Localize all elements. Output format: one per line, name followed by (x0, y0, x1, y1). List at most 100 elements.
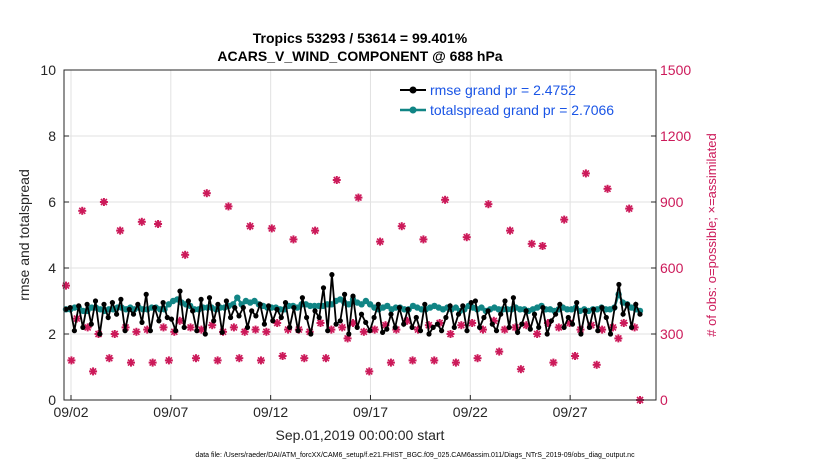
right-y-axis-label: # of obs: o=possible; ×=assimilated (704, 133, 719, 336)
rmse-point (190, 308, 196, 314)
left-tick-label: 2 (48, 326, 56, 342)
rmse-point (481, 314, 487, 321)
rmse-point (384, 326, 390, 332)
rmse-point (118, 296, 124, 302)
rmse-series (63, 272, 643, 337)
rmse-point (126, 306, 132, 312)
obs-count-marker (533, 330, 542, 338)
rmse-point (109, 300, 115, 306)
totalspread-point (345, 301, 352, 308)
obs-count-marker (527, 239, 536, 248)
rmse-point (363, 319, 369, 325)
rmse-point (228, 314, 234, 321)
obs-count-marker (549, 358, 558, 367)
rmse-point (299, 295, 305, 301)
rmse-point (164, 314, 170, 321)
rmse-point (337, 318, 343, 324)
obs-count-marker (365, 367, 374, 376)
right-tick-label: 600 (660, 260, 684, 276)
rmse-point (139, 319, 145, 325)
rmse-point (282, 300, 289, 306)
rmse-point (591, 306, 597, 312)
totalspread-point (384, 302, 391, 310)
right-y-ticks: 0 300 600 900 1200 1500 (651, 62, 691, 408)
rmse-point (177, 288, 183, 294)
rmse-point (515, 329, 521, 335)
x-ticks: 09/02 09/07 09/12 09/17 09/22 09/27 (53, 395, 588, 420)
rmse-point (455, 311, 462, 317)
rmse-point (595, 328, 601, 334)
legend: rmse grand pr = 2.4752 totalspread grand… (400, 82, 614, 118)
obs-count-marker (202, 189, 211, 198)
rmse-point (574, 300, 580, 306)
rmse-point (527, 326, 533, 332)
rmse-point (388, 311, 394, 317)
obs-count-marker (430, 356, 439, 365)
obs-count-marker (581, 169, 590, 178)
rmse-point (447, 303, 453, 309)
rmse-point (76, 303, 82, 309)
rmse-point (401, 321, 407, 327)
obs-count-marker (213, 356, 222, 365)
obs-count-marker (484, 200, 493, 209)
rmse-point (325, 328, 331, 334)
obs-count-marker (316, 319, 325, 327)
rmse-point (603, 314, 609, 321)
rmse-point (413, 314, 419, 321)
rmse-point (405, 306, 411, 312)
rmse-point (304, 314, 310, 321)
rmse-point (67, 305, 73, 311)
x-tick-label: 09/12 (253, 404, 288, 420)
rmse-point (320, 285, 327, 291)
x-tick-label: 09/02 (53, 404, 88, 420)
grid (64, 69, 656, 401)
left-tick-label: 0 (48, 392, 56, 408)
totalspread-point (234, 294, 241, 301)
rmse-point (147, 328, 153, 334)
rmse-point (468, 300, 474, 306)
rmse-point (523, 308, 529, 314)
left-tick-label: 6 (48, 194, 56, 210)
rmse-point (607, 331, 614, 337)
rmse-point (266, 303, 272, 309)
rmse-point (371, 314, 377, 321)
rmse-point (346, 331, 352, 337)
obs-count-marker (89, 367, 98, 376)
rmse-point (143, 291, 149, 297)
obs-count-marker (267, 224, 276, 233)
rmse-point (215, 301, 221, 307)
rmse-point (274, 306, 280, 312)
obs-count-marker (110, 330, 119, 338)
obs-count-marker (419, 235, 428, 244)
rmse-point (434, 321, 440, 327)
rmse-point (92, 298, 99, 304)
plot-frame (63, 69, 657, 401)
rmse-point (422, 301, 428, 307)
obs-count-marker (408, 356, 417, 365)
obs-count-marker (229, 323, 238, 332)
right-tick-label: 300 (660, 326, 684, 342)
rmse-point (135, 301, 141, 307)
right-tick-label: 0 (660, 392, 668, 408)
rmse-point (354, 324, 360, 330)
rmse-point (498, 311, 504, 317)
rmse-point (358, 311, 365, 317)
x-tick-label: 09/27 (553, 404, 588, 420)
rmse-point (375, 301, 381, 307)
rmse-point (84, 301, 90, 307)
rmse-point (409, 324, 415, 330)
obs-count-marker (468, 319, 477, 327)
obs-count-marker (61, 281, 70, 290)
rmse-point (291, 305, 297, 311)
obs-count-marker (278, 352, 287, 360)
obs-count-marker (538, 242, 547, 250)
rmse-point (173, 328, 179, 334)
rmse-point (367, 328, 373, 334)
obs-count-marker (262, 327, 271, 336)
legend-rmse-marker (409, 86, 417, 94)
rmse-point (561, 324, 567, 330)
rmse-point (472, 298, 478, 304)
left-y-axis-label: rmse and totalspread (16, 169, 32, 301)
obs-count-marker (311, 226, 320, 235)
